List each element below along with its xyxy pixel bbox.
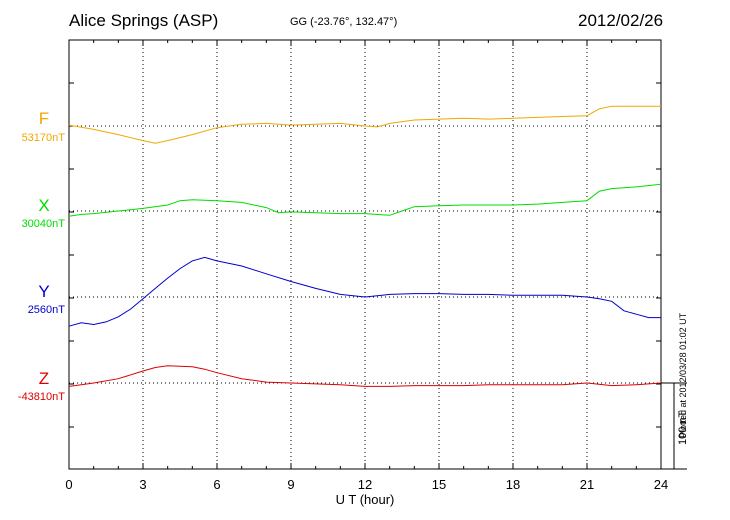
series-line-x <box>68 183 662 217</box>
x-tick-label: 12 <box>358 477 372 492</box>
chart-title: Alice Springs (ASP) <box>69 11 219 30</box>
x-axis-label: U T (hour) <box>336 492 395 507</box>
x-tick-label: 9 <box>287 477 294 492</box>
series-baseline-x: 30040nT <box>22 218 66 230</box>
series-name-x: X <box>38 196 49 215</box>
plotted-timestamp: Plotted at 2012/03/28 01:02 UT <box>678 312 688 438</box>
x-tick-label: 3 <box>139 477 146 492</box>
chart-date: 2012/02/26 <box>578 11 664 30</box>
x-tick-label: 18 <box>506 477 520 492</box>
x-tick-label: 6 <box>213 477 220 492</box>
series-name-y: Y <box>38 282 49 301</box>
series-baseline-z: -43810nT <box>18 391 65 403</box>
x-tick-label: 21 <box>580 477 594 492</box>
x-tick-label: 0 <box>65 477 72 492</box>
series-line-y <box>68 256 661 327</box>
x-tick-label: 24 <box>654 477 668 492</box>
station-coordinates: GG (-23.76°, 132.47°) <box>290 16 398 28</box>
series-line-f <box>68 105 661 144</box>
series-baseline-y: 2560nT <box>28 304 66 316</box>
series-name-z: Z <box>39 369 49 388</box>
series-line-z <box>68 365 662 387</box>
series-name-f: F <box>39 109 49 128</box>
x-tick-label: 15 <box>432 477 446 492</box>
series-baseline-f: 53170nT <box>22 132 66 144</box>
